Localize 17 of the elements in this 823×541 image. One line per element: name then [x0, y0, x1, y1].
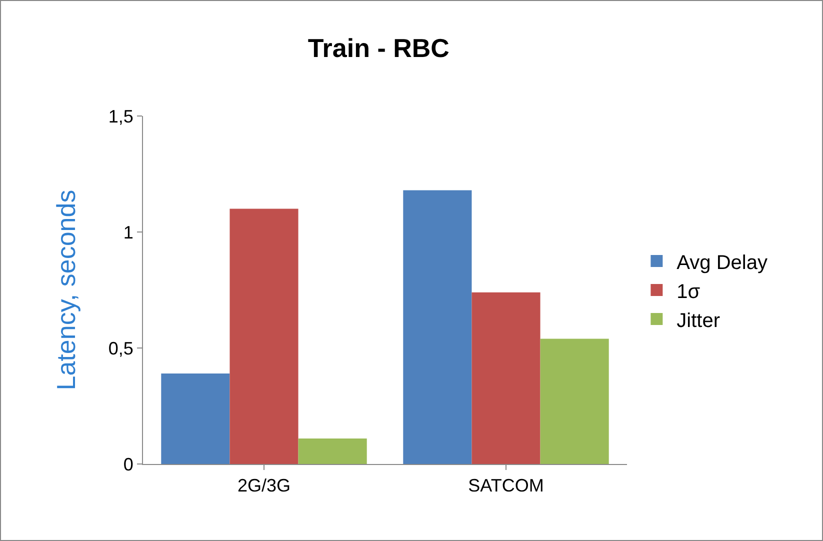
bar [161, 374, 230, 464]
legend-label: Jitter [676, 310, 720, 332]
bar [472, 292, 540, 464]
y-tick-label: 1 [123, 222, 134, 242]
y-tick-label: 1,5 [108, 106, 134, 126]
x-tick-label: SATCOM [468, 476, 544, 496]
y-tick-label: 0 [123, 454, 134, 474]
bar [298, 438, 367, 464]
bar [403, 190, 472, 464]
legend-label: 1σ [676, 280, 701, 303]
x-tick-label: 2G/3G [237, 476, 291, 496]
chart-title: Train - RBC [308, 32, 450, 63]
bar [540, 338, 609, 464]
bar [230, 208, 298, 464]
legend-label: Avg Delay [676, 252, 768, 274]
y-tick-label: 0,5 [108, 338, 134, 358]
y-axis-title: Latency, seconds [50, 190, 81, 390]
